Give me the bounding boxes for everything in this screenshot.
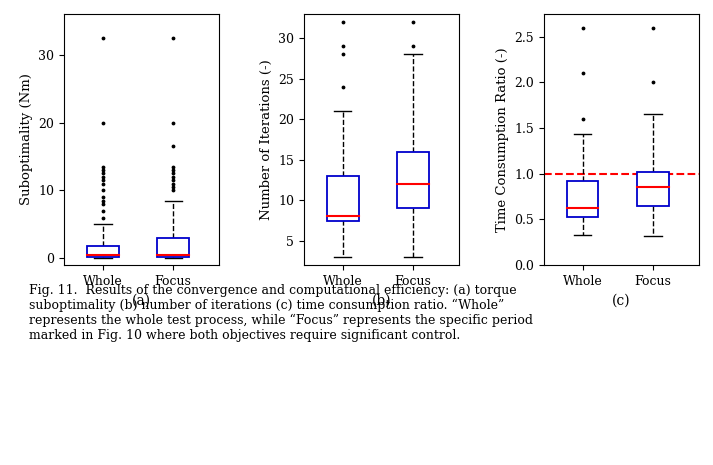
Bar	[87, 246, 118, 257]
Bar	[158, 238, 189, 257]
X-axis label: (a): (a)	[132, 293, 151, 307]
X-axis label: (c): (c)	[612, 293, 631, 307]
Bar	[637, 172, 669, 206]
X-axis label: (b): (b)	[371, 293, 391, 307]
Text: Fig. 11.  Results of the convergence and computational efficiency: (a) torque
su: Fig. 11. Results of the convergence and …	[29, 284, 533, 342]
Bar	[397, 152, 429, 208]
Bar	[327, 176, 359, 220]
Y-axis label: Number of Iterations (-): Number of Iterations (-)	[260, 59, 273, 220]
Y-axis label: Time Consumption Ratio (-): Time Consumption Ratio (-)	[496, 47, 509, 232]
Bar	[567, 181, 598, 217]
Y-axis label: Suboptimality (Nm): Suboptimality (Nm)	[20, 73, 33, 206]
